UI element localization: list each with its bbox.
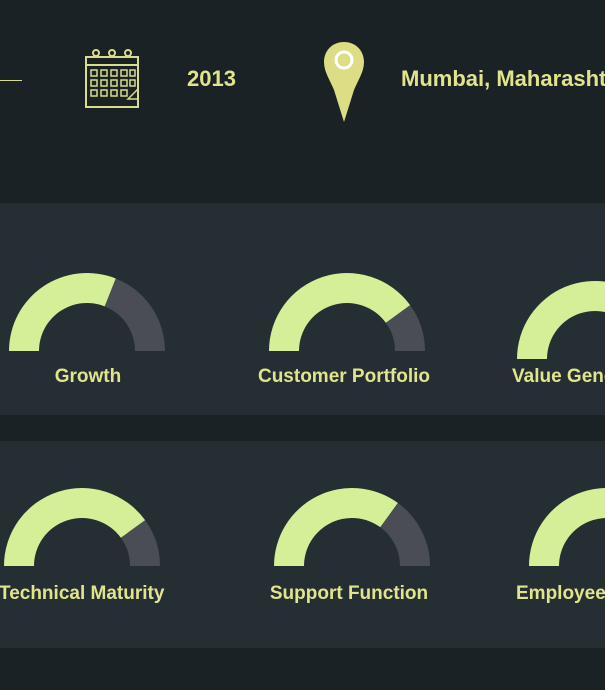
map-pin-icon <box>324 42 364 122</box>
gauge-fill <box>517 281 605 359</box>
gauge-track <box>385 305 425 351</box>
gauge-panel-row2: Technical Maturity Support Function Empl… <box>0 441 605 648</box>
gauge-track <box>120 520 160 566</box>
gauge-track <box>104 278 166 351</box>
gauge-label-technical-maturity: Technical Maturity <box>0 583 165 604</box>
gauge-label-customer-portfolio: Customer Portfolio <box>257 366 431 387</box>
header: 2013 Mumbai, Maharashtra <box>0 0 605 200</box>
gauge-fill <box>9 273 116 351</box>
gauge-label-value-generation: Value Generation <box>512 366 605 387</box>
year-label: 2013 <box>187 66 236 91</box>
gauge-growth <box>5 269 169 353</box>
gauge-technical-maturity <box>0 484 164 568</box>
gauge-customer-portfolio <box>265 269 429 353</box>
gauge-track <box>380 502 430 566</box>
gauge-support-function <box>270 484 434 568</box>
gauge-label-support-function: Support Function <box>269 583 429 604</box>
calendar-icon <box>85 49 139 108</box>
gauge-fill <box>4 488 146 566</box>
gauge-panel-row1: Growth Customer Portfolio Value Generati… <box>0 203 605 415</box>
gauge-value-generation <box>513 277 605 361</box>
gauge-fill <box>274 488 398 566</box>
location-label: Mumbai, Maharashtra <box>401 66 605 91</box>
divider-line <box>0 80 22 81</box>
gauge-employee-satisfaction <box>525 484 605 568</box>
gauge-fill <box>269 273 411 351</box>
gauge-label-employee-satisfaction: Employee Satisfaction <box>516 583 605 604</box>
gauge-fill <box>529 488 605 566</box>
gauge-label-growth: Growth <box>54 366 122 387</box>
